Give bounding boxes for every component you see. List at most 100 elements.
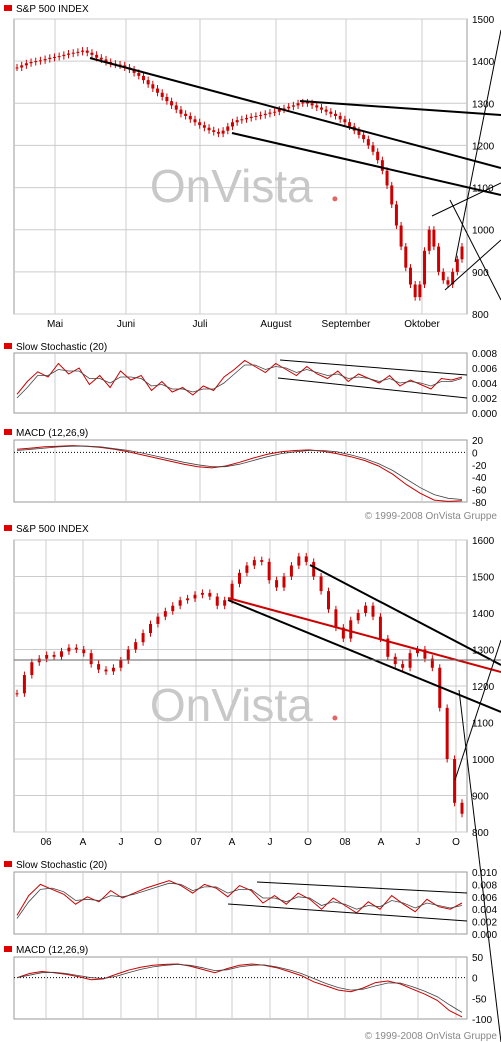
candle-body [404, 246, 408, 268]
y-tick-label: 1400 [472, 609, 495, 620]
y-tick-label: 0.000 [472, 930, 497, 941]
candle-body [349, 620, 353, 639]
y-tick-label: 0.002 [472, 918, 497, 929]
candle-body [38, 60, 42, 62]
candle-body [273, 111, 277, 113]
y-tick-label: 1600 [472, 536, 495, 547]
candle-body [52, 56, 56, 58]
candle-body [137, 72, 141, 76]
candle-body [89, 653, 93, 665]
candle-body [312, 561, 316, 577]
candle-body [357, 130, 361, 135]
candle-body [82, 649, 86, 654]
candle-body [198, 122, 202, 126]
candle-body [376, 151, 380, 161]
candle-body [268, 112, 272, 114]
y-tick-label: 0 [472, 974, 478, 985]
candle-body [329, 111, 333, 114]
candle-body [215, 596, 219, 606]
x-tick-label: Juli [192, 319, 207, 330]
trend-line [277, 377, 468, 399]
candle-body [319, 107, 323, 110]
chart-title: MACD (12,26,9) [16, 428, 88, 439]
candle-body [149, 623, 152, 634]
candle-body [186, 598, 190, 601]
y-tick-label: -60 [472, 486, 487, 497]
candle-body [95, 54, 99, 58]
chart-panel-6: 50 0 -50 -100 [4, 946, 492, 1026]
candle-body [418, 284, 422, 298]
x-tick-label: A [229, 837, 236, 848]
candle-body [277, 109, 281, 112]
trend-line [89, 57, 501, 169]
y-tick-label: -50 [472, 994, 487, 1005]
candle-body [165, 96, 169, 102]
candle-body [430, 658, 434, 668]
candle-body [348, 122, 352, 127]
x-tick-label: August [260, 319, 291, 330]
x-tick-label: Oktober [404, 319, 440, 330]
y-tick-label: 1500 [472, 15, 495, 26]
trend-line-thin [454, 29, 501, 263]
trend-line [279, 359, 468, 376]
chart-panel-3: 200 -20-40 -60-80 [4, 429, 487, 509]
y-tick-label: 0.002 [472, 394, 497, 405]
y-tick-label: 1000 [472, 755, 495, 766]
candle-body [451, 271, 455, 285]
candle-body [460, 246, 464, 260]
legend-square [4, 343, 12, 349]
candle-body [62, 54, 66, 57]
candle-body [235, 120, 239, 123]
y-tick-label: 1100 [472, 719, 494, 730]
candle-body [179, 109, 183, 114]
candle-body [446, 280, 450, 285]
x-tick-label: September [322, 319, 372, 330]
chart-title: S&P 500 INDEX [16, 524, 89, 535]
candle-body [230, 583, 234, 601]
candle-body [441, 271, 445, 281]
candle-body [427, 229, 431, 251]
legend-square [4, 861, 12, 867]
plot-area [13, 439, 468, 503]
chart-panel-1: 800 900 1000 1100 1200 1300 1400 1500 Mai Juni Jul… [4, 5, 495, 330]
candle-body [156, 88, 160, 93]
candle-body [408, 267, 412, 285]
candle-body [226, 126, 230, 131]
candle-body [252, 560, 256, 566]
trend-line [299, 100, 501, 116]
candle-body [132, 69, 136, 73]
y-tick-label: 0.006 [472, 364, 497, 375]
y-tick-label: -20 [472, 461, 487, 472]
candle-body [291, 105, 295, 107]
candle-body [289, 565, 293, 577]
candle-body [200, 592, 204, 595]
candle-body [67, 647, 71, 652]
trend-line [227, 903, 468, 922]
candle-body [343, 119, 347, 123]
candle-body [282, 576, 286, 588]
candle-body [48, 57, 52, 60]
trend-line [309, 564, 501, 666]
y-tick-label: 0.008 [472, 349, 497, 360]
series-line-2 [16, 364, 463, 399]
candle-body [319, 576, 323, 592]
candle-body [390, 185, 394, 205]
y-tick-label: 0 [472, 448, 478, 459]
candle-body [104, 59, 108, 62]
x-tick-label: O [304, 837, 312, 848]
x-tick-label: A [80, 837, 87, 848]
candle-body [15, 693, 19, 695]
candle-body [245, 118, 249, 120]
y-tick-label: -100 [472, 1015, 492, 1026]
candle-body [141, 633, 145, 643]
candle-body [170, 101, 174, 106]
candle-body [399, 225, 403, 247]
candle-body [146, 80, 150, 85]
candle-body [104, 669, 108, 672]
candle-body [207, 127, 211, 131]
trend-line-thin [458, 689, 501, 1042]
y-tick-label: 1500 [472, 573, 495, 584]
candle-body [371, 605, 375, 617]
y-tick-label: 1100 [472, 184, 494, 195]
